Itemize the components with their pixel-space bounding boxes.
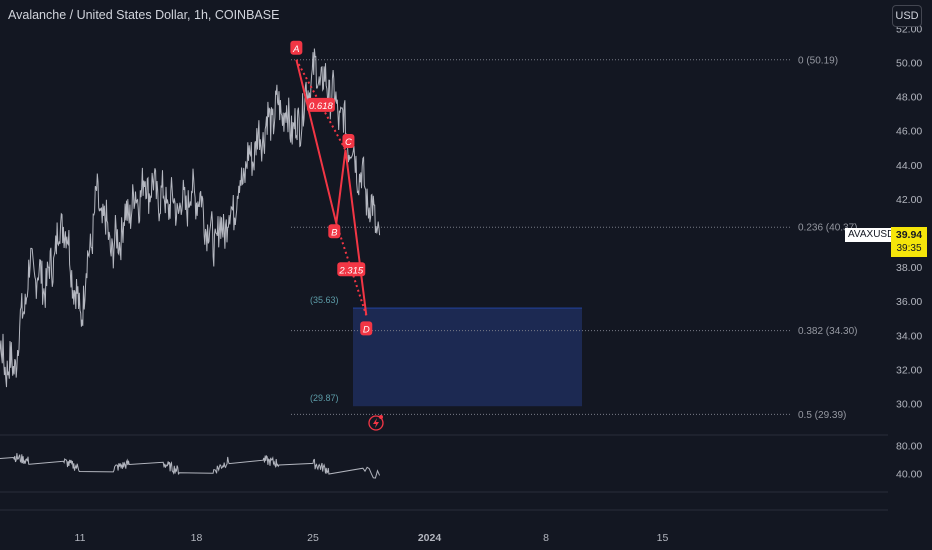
y-tick-label: 42.00 — [896, 194, 922, 206]
pattern-point-c-badge — [342, 133, 355, 148]
flash-icon — [368, 415, 384, 431]
y-tick-label: 32.00 — [896, 364, 922, 376]
pattern-point-a-badge — [290, 40, 303, 55]
x-tick-label: 18 — [191, 532, 203, 544]
icon-layer — [368, 415, 384, 431]
x-tick-label: 8 — [543, 532, 549, 544]
y-tick-label: 46.00 — [896, 126, 922, 138]
x-tick-label: 15 — [657, 532, 669, 544]
fibonacci-levels: 0 (50.19) 0.236 (40.37) 0.382 (34.30) 0.5 (… — [291, 55, 858, 421]
last-price-value: 39.94 — [895, 229, 923, 241]
oscillator-pane — [0, 453, 381, 479]
symbol-price-tag: AVAXUSD — [845, 228, 898, 242]
axes: 52.0050.0048.0046.0044.0042.0038.0036.00… — [75, 23, 923, 544]
oscillator-line — [0, 453, 381, 479]
pattern-point-b-badge — [328, 224, 341, 239]
y-tick-label: 34.00 — [896, 330, 922, 342]
y-tick-label: 50.00 — [896, 58, 922, 70]
harmonic-pattern[interactable]: A B C D 0.618 2.315 — [290, 40, 373, 336]
flash-icon-dot — [379, 415, 383, 419]
flash-icon-bolt — [373, 418, 379, 428]
pattern-point-label: B — [331, 227, 338, 238]
pattern-point-label: A — [292, 44, 299, 55]
ratio-label: 0.618 — [309, 101, 333, 112]
zone-top-label: (35.63) — [310, 295, 339, 305]
ratio-line-bd — [335, 222, 368, 316]
fib-level-label: 0.236 (40.37) — [798, 223, 858, 234]
zone-bottom-label: (29.87) — [310, 393, 339, 403]
target-zone-layer: (35.63) (29.87) — [310, 295, 582, 407]
fib-level-label: 0 (50.19) — [798, 55, 838, 66]
bar-countdown: 39:35 — [896, 243, 922, 254]
fib-level-label: 0.382 (34.30) — [798, 326, 858, 337]
y-tick-label: 48.00 — [896, 92, 922, 104]
pattern-legs — [295, 59, 368, 316]
pattern-point-label: C — [345, 137, 352, 148]
pattern-point-label: D — [363, 324, 370, 335]
target-zone — [353, 308, 582, 407]
y-tick-label: 44.00 — [896, 160, 922, 172]
price-line — [0, 48, 381, 388]
fib-level-label: 0.5 (29.39) — [798, 410, 846, 421]
price-series — [0, 48, 381, 388]
y-tick-label: 36.00 — [896, 296, 922, 308]
oscillator-tick-label: 40.00 — [896, 469, 922, 481]
chart-title: Avalanche / United States Dollar, 1h, CO… — [8, 8, 280, 22]
ratio-label-badge — [337, 262, 366, 277]
currency-button[interactable]: USD — [892, 5, 922, 27]
x-tick-label: 2024 — [418, 532, 442, 544]
x-tick-label: 25 — [307, 532, 319, 544]
pattern-point-d-badge — [360, 321, 373, 336]
ratio-label-badge — [306, 97, 335, 112]
x-tick-label: 11 — [75, 532, 86, 544]
oscillator-tick-label: 80.00 — [896, 441, 922, 453]
y-tick-label: 30.00 — [896, 399, 922, 411]
chart-grid — [0, 434, 888, 511]
y-tick-label: 38.00 — [896, 262, 922, 274]
last-price-tag: 39.94 39:35 — [891, 227, 927, 257]
ratio-label: 2.315 — [338, 265, 363, 276]
